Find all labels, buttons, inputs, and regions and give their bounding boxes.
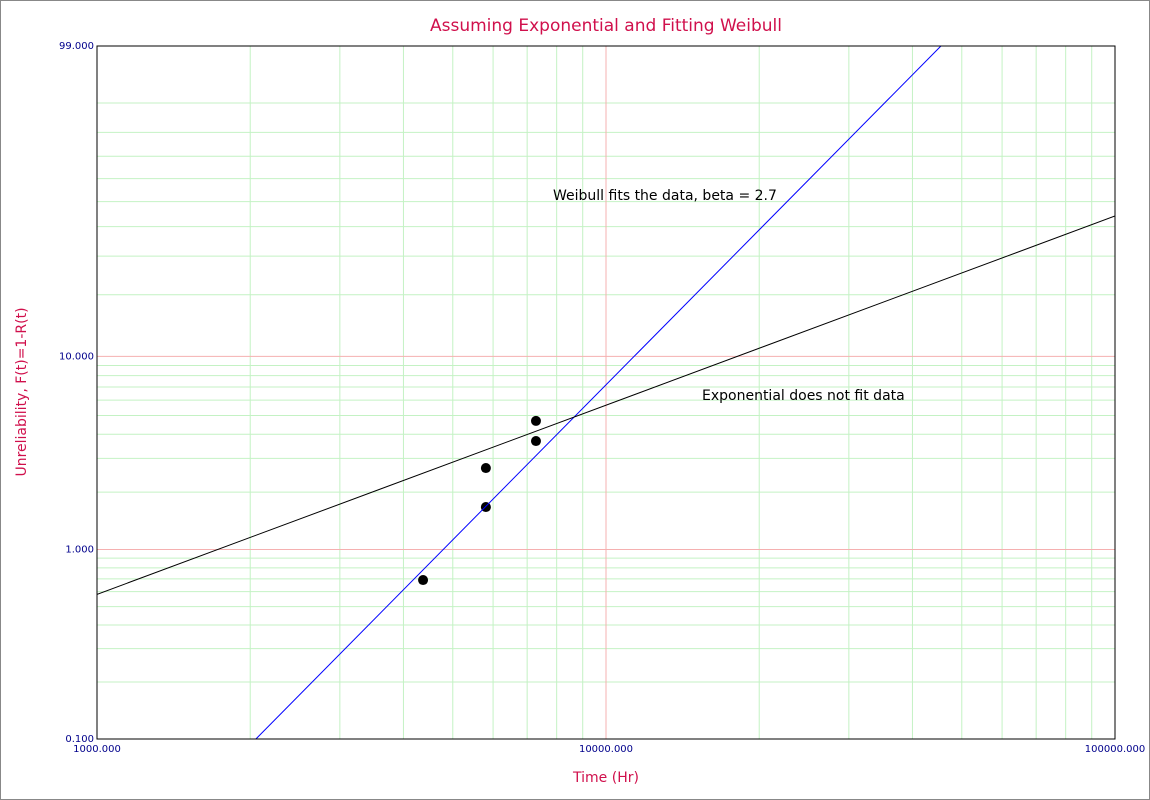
- plot-area: [97, 46, 1115, 739]
- annotation: Weibull fits the data, beta = 2.7: [553, 188, 777, 204]
- data-point: [480, 463, 491, 474]
- plot-border: [96, 45, 1116, 740]
- y-tick-label: 10.000: [59, 351, 94, 362]
- data-point: [418, 575, 429, 586]
- y-axis-label: Unreliability, F(t)=1-R(t): [14, 307, 30, 476]
- data-point: [530, 436, 541, 447]
- x-tick-label: 10000.000: [579, 744, 633, 755]
- fit-line: [97, 215, 1115, 595]
- chart-title: Assuming Exponential and Fitting Weibull: [430, 16, 782, 36]
- data-point: [530, 415, 541, 426]
- y-tick-label: 1.000: [65, 544, 94, 555]
- y-tick-label: 0.100: [65, 734, 94, 745]
- fit-line: [255, 46, 942, 739]
- annotation: Exponential does not fit data: [702, 388, 905, 404]
- y-tick-label: 99.000: [59, 41, 94, 52]
- x-axis-label: Time (Hr): [572, 770, 639, 786]
- x-tick-label: 100000.000: [1085, 744, 1145, 755]
- x-tick-label: 1000.000: [73, 744, 121, 755]
